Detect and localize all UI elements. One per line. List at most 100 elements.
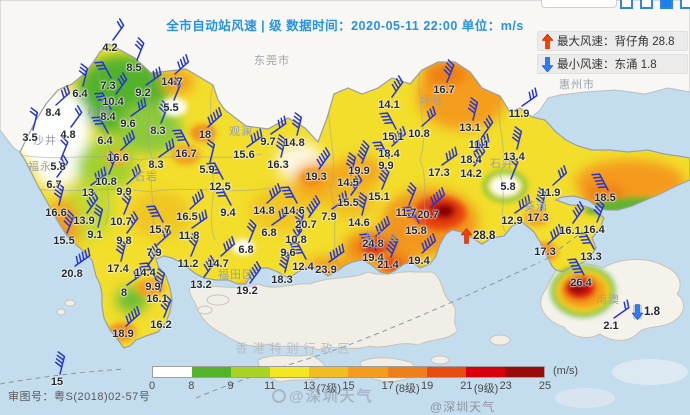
wind-barb-icon (345, 152, 357, 176)
pager-square[interactable] (680, 0, 690, 9)
wind-barb-icon (220, 235, 236, 257)
wind-barb-icon (331, 190, 348, 210)
wind-barb-icon (246, 219, 257, 243)
wind-barb-icon (160, 294, 172, 318)
wind-barb-icon (188, 233, 199, 257)
nanao-contour-blob (551, 265, 615, 317)
watermark-circle-icon (272, 388, 286, 403)
wind-speed-legend: 0 8 9 11 13 (7级) 15 17 (8级) 19 21 (9级) 23 25 (m/s) (149, 365, 578, 395)
wind-barb-icon (521, 87, 538, 107)
min-wind-label: 最小风速：东涌 1.8 (557, 59, 657, 71)
legend-tick-label: 15 (342, 380, 355, 392)
legend-segment (153, 367, 193, 377)
wind-barb-icon (386, 234, 399, 258)
wind-barb-icon (191, 209, 208, 229)
wind-barb-icon (378, 166, 390, 190)
wind-barb-icon (134, 37, 145, 61)
wind-barb-icon (289, 242, 307, 260)
wind-barb-icon (112, 18, 125, 41)
wind-barb-icon (356, 192, 368, 216)
wind-barb-icon (70, 105, 83, 128)
legend-grade-label: (9级) (473, 383, 499, 395)
wind-barb-icon (206, 162, 224, 180)
legend-segment (192, 367, 232, 377)
wind-barb-icon (74, 247, 91, 267)
min-wind-row: 最小风速：东涌 1.8 (537, 54, 688, 74)
legend-tick-label: 17 (381, 380, 394, 392)
pager-square[interactable] (660, 0, 673, 9)
wind-barb-icon (173, 77, 182, 101)
wind-barb-icon (591, 173, 609, 191)
legend-tick-label: 9 (227, 380, 234, 392)
wind-barb-icon (391, 75, 404, 98)
wind-barb-icon (280, 186, 298, 204)
wind-barb-icon (206, 139, 216, 163)
legend-tick-label: 23 (499, 380, 512, 392)
wind-barb-icon (158, 100, 169, 124)
legend-tick-label: 8 (188, 380, 195, 392)
wind-barb-icon (125, 305, 141, 327)
legend-tick-label: 25 (538, 380, 552, 392)
wind-barb-icon (126, 211, 139, 234)
wind-barb-icon (290, 223, 303, 246)
max-wind-label: 最大风速：背仔角 28.8 (557, 36, 675, 48)
wind-barb-icon (78, 63, 89, 87)
wind-barb-icon (357, 140, 370, 164)
wind-barb-icon (247, 261, 262, 284)
legend-segment (309, 367, 349, 377)
wind-barb-icon (328, 243, 345, 263)
legend-tick-label: 11 (264, 380, 276, 392)
legend-segment (465, 367, 505, 377)
wind-barb-icon (189, 188, 205, 210)
wind-barb-icon (441, 146, 458, 166)
watermark-logo: @深圳天气 (272, 385, 374, 406)
legend-tick-label: 13 (303, 380, 316, 392)
wind-barb-icon (306, 195, 321, 218)
pager-square[interactable] (620, 0, 633, 9)
min-wind-marker: 1.8 (632, 304, 660, 320)
wind-barb-icon (350, 173, 363, 196)
wind-barb-icon (147, 243, 160, 266)
wind-barb-icon (271, 206, 288, 226)
wind-barb-icon (467, 97, 479, 121)
wind-barb-icon (552, 164, 568, 186)
top-toolbar-pill (541, 0, 617, 8)
wind-barb-icon (372, 141, 390, 159)
wind-barb-icon (391, 125, 407, 147)
wind-barb-icon (291, 112, 303, 136)
arrow-up-icon (461, 228, 472, 244)
wind-barb-icon (514, 194, 531, 214)
wind-barb-icon (53, 182, 65, 206)
wind-barb-icon (547, 223, 563, 245)
wind-barb-icon (126, 266, 143, 286)
legend-segment (231, 367, 271, 377)
legend-grade-label: (7级) (316, 383, 342, 395)
wind-barb-icon (359, 233, 377, 251)
wind-barb-icon (443, 59, 455, 83)
wind-barb-icon (115, 72, 128, 95)
arrow-down-icon (632, 304, 643, 320)
legend-unit: (m/s) (553, 365, 579, 377)
wind-barb-icon (86, 191, 99, 214)
wind-barb-icon (172, 129, 190, 147)
wind-barb-icon (94, 61, 112, 79)
wind-barb-icon (60, 136, 69, 160)
max-wind-row: 最大风速：背仔角 28.8 (537, 31, 688, 51)
legend-segment (504, 367, 544, 377)
wind-barb-icon (115, 238, 127, 262)
wind-barb-icon (577, 232, 595, 250)
wind-barb-icon (56, 155, 69, 178)
pager-square[interactable] (640, 0, 653, 9)
watermark-text: @深圳天气 (289, 388, 374, 405)
wind-barb-icon (203, 255, 216, 278)
wind-barb-icon (94, 92, 112, 110)
wind-barb-icon (421, 232, 437, 254)
shenzhen-boundary (19, 43, 690, 349)
wind-barb-icon (120, 129, 136, 151)
wind-barb-icon (572, 201, 585, 224)
wind-barb-icon (379, 112, 397, 130)
wind-barb-icon (214, 188, 232, 206)
wind-barb-icon (126, 163, 142, 185)
wind-barb-icon (481, 115, 494, 138)
